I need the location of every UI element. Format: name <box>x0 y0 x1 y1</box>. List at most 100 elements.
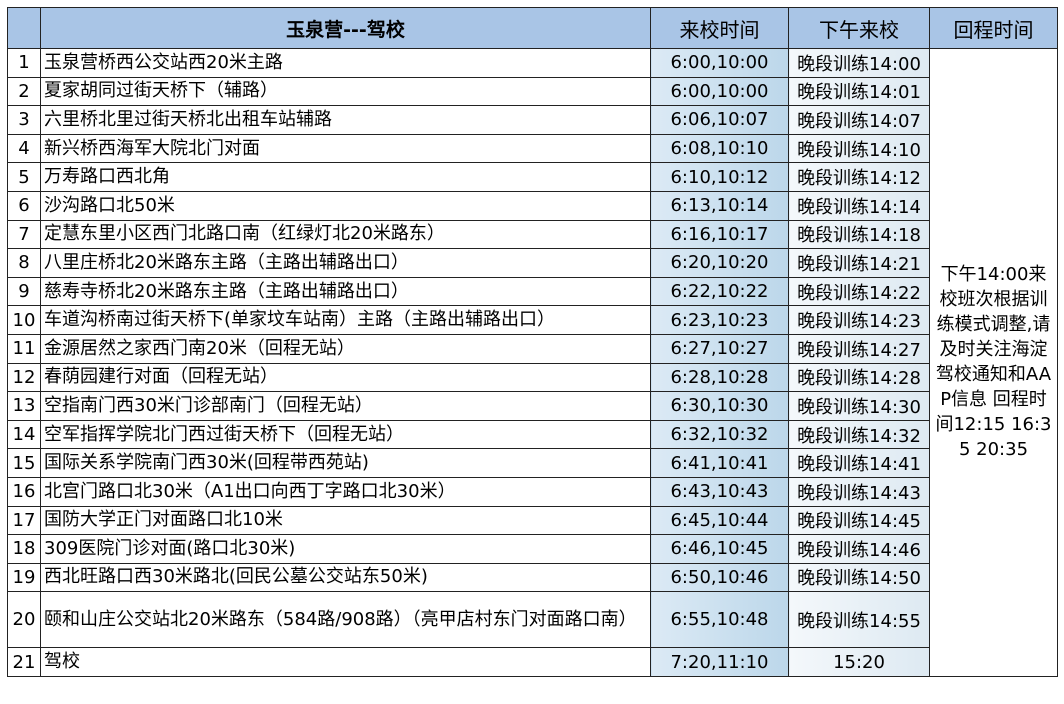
table-row: 21 驾校 7:20,11:10 15:20 <box>7 647 1058 677</box>
table-row: 2 夏家胡同过街天桥下（辅路） 6:00,10:00 晚段训练14:01 <box>7 76 1058 107</box>
arrival-time: 6:20,10:20 <box>650 248 789 278</box>
arrival-time: 6:22,10:22 <box>650 276 789 307</box>
table-row: 14 空军指挥学院北门西过街天桥下（回程无站） 6:32,10:32 晚段训练14:3… <box>7 419 1058 450</box>
stop-name: 春荫园建行对面（回程无站） <box>40 362 651 393</box>
table-row: 5 万寿路口西北角 6:10,10:12 晚段训练14:12 <box>7 162 1058 192</box>
schedule-body: 1 玉泉营桥西公交站西20米主路 6:00,10:00 晚段训练14:00 下午14:0… <box>7 48 1058 677</box>
row-number: 10 <box>7 305 41 335</box>
arrival-time: 6:50,10:46 <box>650 562 789 593</box>
header-route: 玉泉营---驾校 <box>40 7 651 49</box>
header-return-time: 回程时间 <box>929 7 1058 49</box>
table-row: 18 309医院门诊对面(路口北30米) 6:46,10:45 晚段训练14:46 <box>7 534 1058 564</box>
afternoon-time: 晚段训练14:12 <box>788 162 930 192</box>
arrival-time: 6:55,10:48 <box>650 591 789 649</box>
afternoon-time: 晚段训练14:46 <box>788 534 930 564</box>
row-number: 13 <box>7 391 41 421</box>
header-arrival-time: 来校时间 <box>650 7 789 49</box>
row-number: 14 <box>7 419 41 450</box>
header-number-cell <box>7 7 41 49</box>
row-number: 2 <box>7 76 41 107</box>
arrival-time: 6:13,10:14 <box>650 190 789 221</box>
stop-name: 夏家胡同过街天桥下（辅路） <box>40 76 651 107</box>
row-number: 6 <box>7 190 41 221</box>
arrival-time: 6:41,10:41 <box>650 448 789 478</box>
arrival-time: 6:43,10:43 <box>650 476 789 507</box>
afternoon-time: 晚段训练14:28 <box>788 362 930 393</box>
stop-name: 空指南门西30米门诊部南门（回程无站） <box>40 391 651 421</box>
header-afternoon-arrival: 下午来校 <box>788 7 930 49</box>
stop-name: 驾校 <box>40 647 651 677</box>
stop-name: 北宫门路口北30米（A1出口向西丁字路口北30米） <box>40 476 651 507</box>
afternoon-time: 晚段训练14:50 <box>788 562 930 593</box>
arrival-time: 6:32,10:32 <box>650 419 789 450</box>
stop-name: 六里桥北里过街天桥北出租车站辅路 <box>40 105 651 135</box>
afternoon-time: 晚段训练14:30 <box>788 391 930 421</box>
row-number: 4 <box>7 133 41 164</box>
table-row: 1 玉泉营桥西公交站西20米主路 6:00,10:00 晚段训练14:00 下午14:0… <box>7 48 1058 677</box>
table-row: 13 空指南门西30米门诊部南门（回程无站） 6:30,10:30 晚段训练14:30 <box>7 391 1058 421</box>
stop-name: 颐和山庄公交站北20米路东（584路/908路）（亮甲店村东门对面路口南） <box>40 591 651 649</box>
afternoon-time: 晚段训练14:22 <box>788 276 930 307</box>
row-number: 3 <box>7 105 41 135</box>
arrival-time: 6:16,10:17 <box>650 219 789 250</box>
arrival-time: 6:28,10:28 <box>650 362 789 393</box>
table-row: 12 春荫园建行对面（回程无站） 6:28,10:28 晚段训练14:28 <box>7 362 1058 393</box>
stop-name: 金源居然之家西门南20米（回程无站） <box>40 333 651 364</box>
schedule-container: 玉泉营---驾校 来校时间 下午来校 回程时间 1 玉泉营桥西公交站西20米主路 6… <box>7 7 1058 697</box>
arrival-time: 6:23,10:23 <box>650 305 789 335</box>
row-number: 20 <box>7 591 41 649</box>
row-number: 12 <box>7 362 41 393</box>
afternoon-time: 晚段训练14:27 <box>788 333 930 364</box>
arrival-time: 7:20,11:10 <box>650 647 789 677</box>
stop-name: 玉泉营桥西公交站西20米主路 <box>40 48 651 78</box>
row-number: 8 <box>7 248 41 278</box>
row-number: 19 <box>7 562 41 593</box>
table-row: 3 六里桥北里过街天桥北出租车站辅路 6:06,10:07 晚段训练14:07 <box>7 105 1058 135</box>
stop-name: 沙沟路口北50米 <box>40 190 651 221</box>
row-number: 17 <box>7 505 41 536</box>
stop-name: 定慧东里小区西门北路口南（红绿灯北20米路东） <box>40 219 651 250</box>
row-number: 15 <box>7 448 41 478</box>
afternoon-time: 15:20 <box>788 647 930 677</box>
stop-name: 西北旺路口西30米路北(回民公墓公交站东50米) <box>40 562 651 593</box>
afternoon-time: 晚段训练14:32 <box>788 419 930 450</box>
row-number: 5 <box>7 162 41 192</box>
afternoon-time: 晚段训练14:41 <box>788 448 930 478</box>
return-time-note: 下午14:00来校班次根据训练模式调整,请及时关注海淀驾校通知和AAP信息 回程… <box>929 48 1058 677</box>
row-number: 16 <box>7 476 41 507</box>
row-number: 21 <box>7 647 41 677</box>
arrival-time: 6:08,10:10 <box>650 133 789 164</box>
stop-name: 万寿路口西北角 <box>40 162 651 192</box>
afternoon-time: 晚段训练14:45 <box>788 505 930 536</box>
stop-name: 国防大学正门对面路口北10米 <box>40 505 651 536</box>
arrival-time: 6:06,10:07 <box>650 105 789 135</box>
stop-name: 八里庄桥北20米路东主路（主路出辅路出口） <box>40 248 651 278</box>
arrival-time: 6:10,10:12 <box>650 162 789 192</box>
stop-name: 309医院门诊对面(路口北30米) <box>40 534 651 564</box>
afternoon-time: 晚段训练14:43 <box>788 476 930 507</box>
arrival-time: 6:00,10:00 <box>650 76 789 107</box>
stop-name: 新兴桥西海军大院北门对面 <box>40 133 651 164</box>
row-number: 9 <box>7 276 41 307</box>
afternoon-time: 晚段训练14:10 <box>788 133 930 164</box>
afternoon-time: 晚段训练14:55 <box>788 591 930 649</box>
row-number: 11 <box>7 333 41 364</box>
table-row: 11 金源居然之家西门南20米（回程无站） 6:27,10:27 晚段训练14:27 <box>7 333 1058 364</box>
afternoon-time: 晚段训练14:14 <box>788 190 930 221</box>
table-row: 4 新兴桥西海军大院北门对面 6:08,10:10 晚段训练14:10 <box>7 133 1058 164</box>
stop-name: 慈寿寺桥北20米路东主路（主路出辅路出口） <box>40 276 651 307</box>
afternoon-time: 晚段训练14:21 <box>788 248 930 278</box>
afternoon-time: 晚段训练14:01 <box>788 76 930 107</box>
table-row: 10 车道沟桥南过街天桥下(单家坟车站南）主路（主路出辅路出口） 6:23,10:2… <box>7 305 1058 335</box>
table-row: 8 八里庄桥北20米路东主路（主路出辅路出口） 6:20,10:20 晚段训练14:2… <box>7 248 1058 278</box>
afternoon-time: 晚段训练14:18 <box>788 219 930 250</box>
arrival-time: 6:30,10:30 <box>650 391 789 421</box>
table-row: 19 西北旺路口西30米路北(回民公墓公交站东50米) 6:50,10:46 晚段训练… <box>7 562 1058 593</box>
afternoon-time: 晚段训练14:00 <box>788 48 930 78</box>
table-row: 6 沙沟路口北50米 6:13,10:14 晚段训练14:14 <box>7 190 1058 221</box>
table-row: 7 定慧东里小区西门北路口南（红绿灯北20米路东） 6:16,10:17 晚段训练14… <box>7 219 1058 250</box>
afternoon-time: 晚段训练14:07 <box>788 105 930 135</box>
arrival-time: 6:27,10:27 <box>650 333 789 364</box>
table-row: 20 颐和山庄公交站北20米路东（584路/908路）（亮甲店村东门对面路口南） 6… <box>7 591 1058 649</box>
header-row: 玉泉营---驾校 来校时间 下午来校 回程时间 <box>7 7 1058 49</box>
